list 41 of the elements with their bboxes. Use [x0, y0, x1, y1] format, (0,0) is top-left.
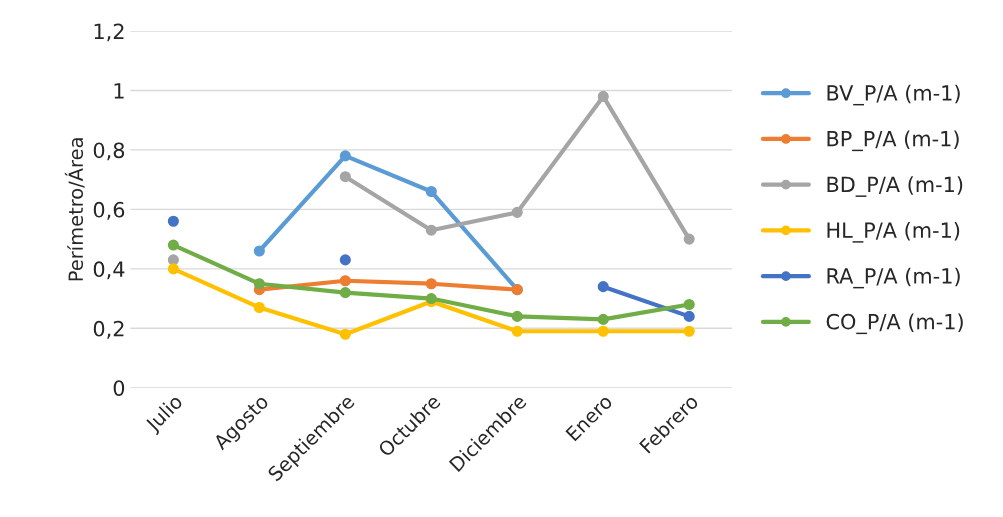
point	[339, 287, 351, 299]
point	[167, 263, 179, 275]
legend-label: BP_P/A (m-1)	[827, 130, 959, 152]
point	[339, 171, 351, 183]
legend-label: HL_P/A (m-1)	[827, 221, 960, 243]
point	[425, 224, 437, 236]
point	[425, 278, 437, 290]
point	[511, 325, 523, 337]
point	[339, 254, 351, 266]
point	[339, 275, 351, 287]
legend-label: CO_P/A (m-1)	[826, 313, 963, 335]
point	[253, 278, 265, 290]
point	[597, 313, 609, 325]
y-tick-label: 0,4	[93, 261, 125, 280]
y-tick-label: 0,8	[93, 142, 125, 161]
point	[683, 325, 695, 337]
point	[683, 310, 695, 322]
point	[253, 245, 265, 257]
point	[597, 90, 609, 102]
point	[339, 150, 351, 162]
point	[167, 239, 179, 251]
point	[167, 215, 179, 227]
y-tick-label: 0	[113, 380, 125, 396]
point	[683, 233, 695, 245]
y-tick-label: 1	[114, 83, 124, 99]
point	[511, 206, 523, 218]
point	[511, 310, 523, 322]
y-tick-label: 0,6	[93, 201, 125, 220]
point	[597, 281, 609, 293]
point	[339, 328, 351, 340]
legend-label: RA_P/A (m-1)	[827, 267, 960, 289]
point	[683, 298, 695, 311]
legend-label: BD_P/A (m-1)	[827, 176, 963, 197]
y-tick-label: 1,2	[94, 23, 124, 42]
y-axis-title: Perímetro/Área	[64, 138, 85, 281]
y-tick-label: 0,2	[93, 320, 124, 339]
point	[597, 325, 609, 337]
point	[167, 254, 179, 266]
point	[425, 185, 437, 198]
legend-label: BV_P/A (m-1)	[827, 84, 960, 106]
point	[253, 301, 265, 314]
